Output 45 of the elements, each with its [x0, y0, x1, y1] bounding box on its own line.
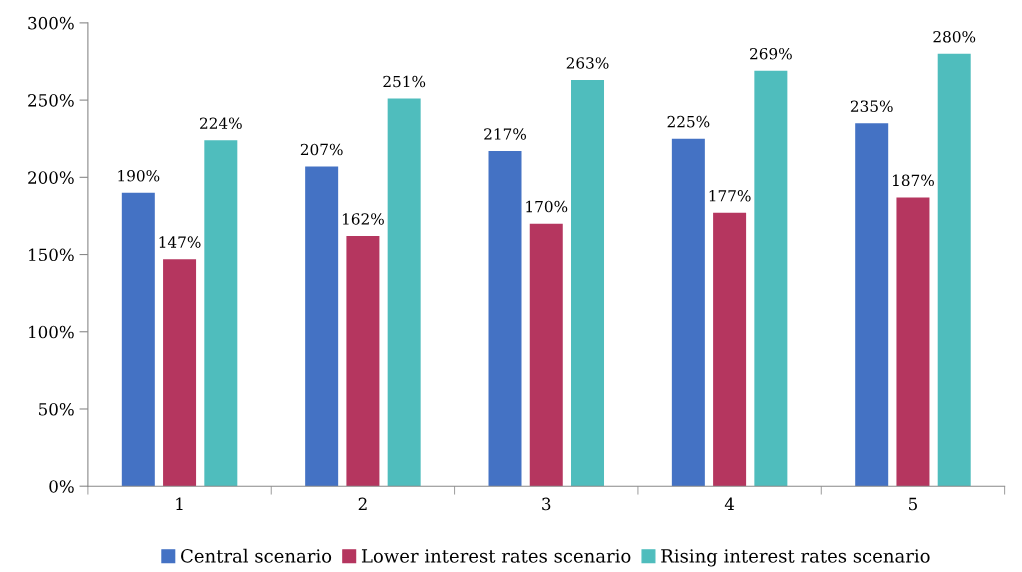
data-label: 147%: [159, 236, 201, 248]
data-label: 269%: [750, 47, 792, 60]
y-tick-label: 0%: [49, 480, 74, 493]
data-label: 280%: [933, 30, 976, 43]
y-tick-label: 50%: [39, 402, 74, 416]
bar: [121, 192, 155, 487]
bar: [529, 223, 563, 487]
data-label: 207%: [300, 143, 343, 156]
x-tick-label: 3: [542, 497, 551, 511]
data-label: 177%: [709, 189, 751, 202]
data-label: 162%: [342, 213, 384, 225]
data-label: 263%: [566, 57, 609, 69]
y-tick-label: 150%: [29, 248, 74, 262]
bar: [855, 123, 889, 487]
bar: [204, 140, 238, 487]
bar: [346, 236, 380, 487]
bar: [387, 98, 421, 487]
data-label: 224%: [200, 117, 242, 129]
bar: [671, 138, 705, 487]
data-label: 235%: [850, 100, 893, 112]
bar: [488, 151, 522, 487]
data-label: 187%: [892, 174, 934, 187]
data-label: 225%: [667, 115, 710, 128]
bar: [937, 53, 971, 487]
y-tick-label: 300%: [28, 16, 74, 30]
data-label: 251%: [383, 75, 426, 88]
bar: [754, 70, 788, 487]
y-tick-label: 200%: [28, 171, 74, 184]
bar: [571, 80, 605, 487]
legend-label: Central scenario: [181, 548, 332, 563]
bar: [305, 166, 339, 487]
data-label: 170%: [526, 200, 568, 213]
data-label: 217%: [484, 128, 526, 140]
x-tick-label: 5: [909, 497, 917, 511]
legend-label: Lower interest rates scenario: [361, 549, 631, 563]
legend-label: Rising interest rates scenario: [661, 549, 930, 567]
x-tick-label: 4: [724, 497, 735, 510]
bar: [896, 197, 930, 487]
x-tick-label: 2: [358, 497, 367, 510]
data-label: 190%: [118, 169, 160, 182]
y-tick-label: 100%: [29, 325, 74, 339]
bar: [713, 212, 747, 487]
x-tick-label: 1: [176, 497, 183, 510]
bar: [163, 259, 197, 487]
y-tick-label: 250%: [28, 94, 74, 107]
